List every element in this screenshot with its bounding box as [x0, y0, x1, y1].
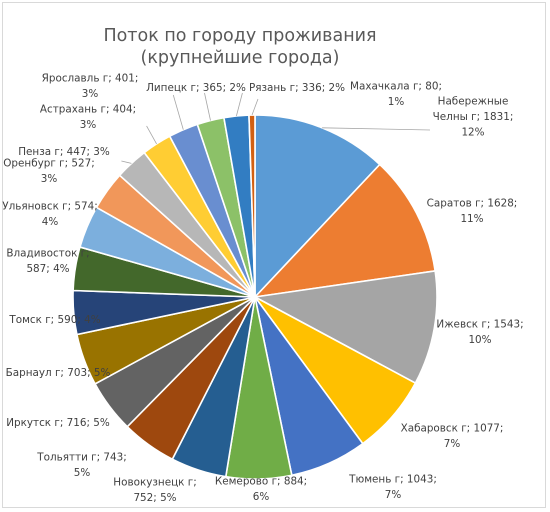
leader-line: [204, 92, 211, 121]
data-label: Барнаул г; 703; 5%: [6, 367, 111, 379]
data-label: Ижевск г; 1543; 10%: [436, 318, 523, 346]
leader-line: [251, 98, 259, 116]
data-label: Рязань г; 336; 2%: [249, 82, 345, 94]
chart-title-line-2: (крупнейшие города): [141, 48, 340, 68]
data-label: Махачкала г; 80; 1%: [350, 80, 442, 108]
chart-title-line-1: Поток по городу проживания: [103, 26, 376, 46]
data-label: Астрахань г; 404; 3%: [40, 103, 136, 131]
data-label: Владивосток г; 587; 4%: [6, 247, 89, 275]
leader-line: [146, 125, 157, 145]
leader-line: [121, 160, 132, 164]
pie-slice: [248, 114, 256, 298]
pie-slice: [252, 163, 437, 299]
leader-line: [172, 94, 184, 130]
data-label: Набережные Челны г; 1831; 12%: [433, 96, 514, 139]
data-label: Томск г; 590; 4%: [8, 314, 100, 326]
data-label: Пенза г; 447; 3%: [18, 146, 110, 158]
leader-line: [322, 127, 431, 131]
pie-slice: [254, 114, 381, 300]
data-label: Кемерово г; 884; 6%: [215, 475, 307, 503]
pie-slice: [252, 270, 438, 385]
data-label: Иркутск г; 716; 5%: [6, 417, 110, 429]
data-label: Тольятти г; 743; 5%: [36, 451, 126, 479]
data-label: Ярославль г; 401; 3%: [42, 72, 139, 100]
data-label: Ульяновск г; 574; 4%: [2, 200, 98, 228]
pie-slices: [72, 114, 438, 480]
data-label: Оренбург г; 527; 3%: [3, 157, 94, 185]
data-labels: Набережные Челны г; 1831; 12% Саратов г; 16…: [2, 72, 523, 504]
data-label: Липецк г; 365; 2%: [146, 82, 246, 94]
data-label: Новокузнецк г; 752; 5%: [113, 476, 196, 504]
leader-line: [236, 92, 243, 117]
leader-lines: [121, 92, 431, 164]
data-label: Саратов г; 1628; 11%: [427, 197, 518, 225]
data-label: Тюмень г; 1043; 7%: [348, 473, 437, 501]
data-label: Хабаровск г; 1077; 7%: [401, 422, 504, 450]
